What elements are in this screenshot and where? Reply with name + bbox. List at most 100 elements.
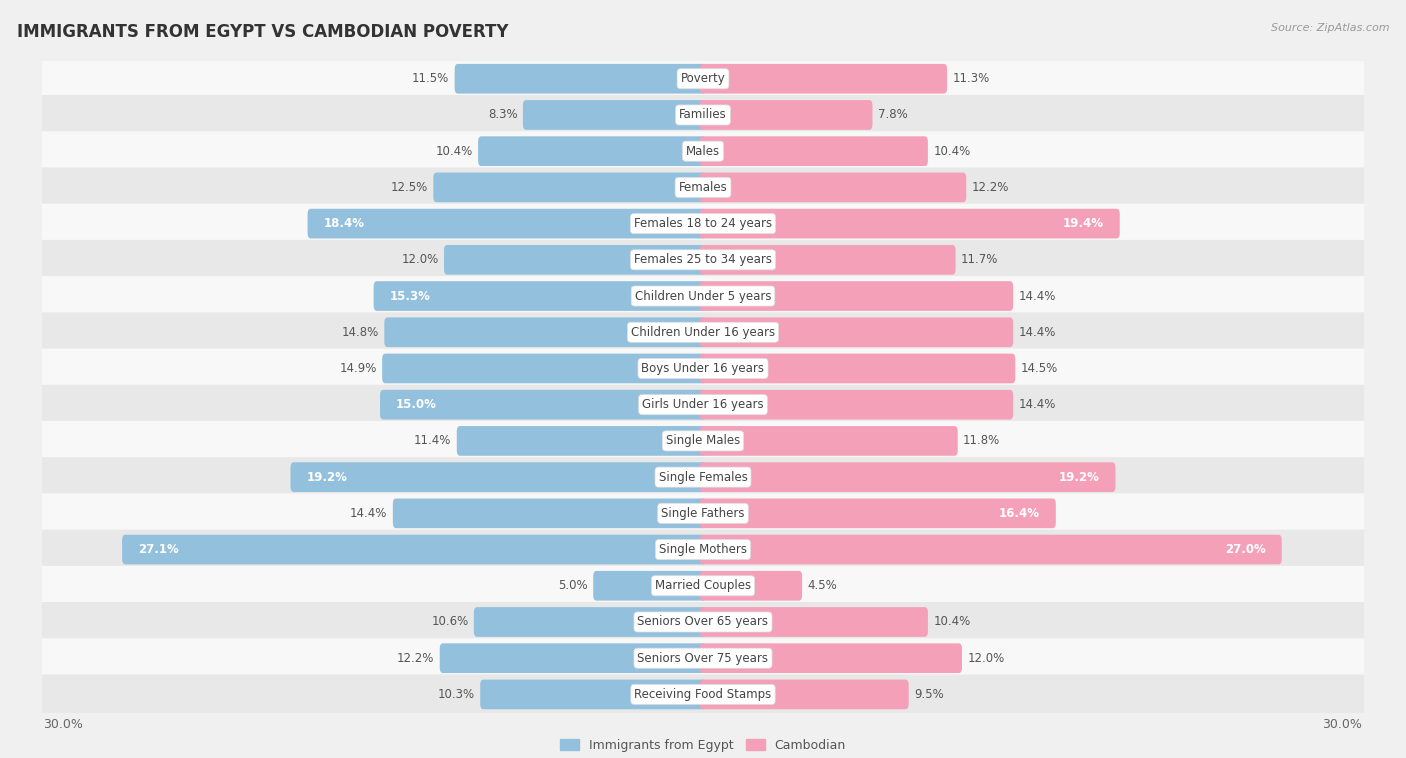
FancyBboxPatch shape xyxy=(384,318,706,347)
FancyBboxPatch shape xyxy=(700,100,873,130)
Text: Single Males: Single Males xyxy=(666,434,740,447)
FancyBboxPatch shape xyxy=(31,312,1375,352)
Text: Families: Families xyxy=(679,108,727,121)
Text: 12.0%: 12.0% xyxy=(402,253,439,266)
FancyBboxPatch shape xyxy=(593,571,706,600)
FancyBboxPatch shape xyxy=(31,421,1375,461)
FancyBboxPatch shape xyxy=(700,390,1014,419)
FancyBboxPatch shape xyxy=(474,607,706,637)
Text: 12.5%: 12.5% xyxy=(391,181,427,194)
FancyBboxPatch shape xyxy=(31,95,1375,135)
Text: 15.0%: 15.0% xyxy=(396,398,437,411)
FancyBboxPatch shape xyxy=(440,644,706,673)
Text: 14.4%: 14.4% xyxy=(1018,290,1056,302)
FancyBboxPatch shape xyxy=(457,426,706,456)
Text: 12.0%: 12.0% xyxy=(967,652,1004,665)
FancyBboxPatch shape xyxy=(700,571,801,600)
Text: 10.4%: 10.4% xyxy=(934,145,970,158)
Text: 16.4%: 16.4% xyxy=(998,507,1040,520)
FancyBboxPatch shape xyxy=(700,64,948,93)
FancyBboxPatch shape xyxy=(31,131,1375,171)
FancyBboxPatch shape xyxy=(31,240,1375,280)
FancyBboxPatch shape xyxy=(700,245,956,274)
Text: Seniors Over 65 years: Seniors Over 65 years xyxy=(637,615,769,628)
FancyBboxPatch shape xyxy=(31,602,1375,642)
FancyBboxPatch shape xyxy=(700,426,957,456)
Text: 10.4%: 10.4% xyxy=(934,615,970,628)
FancyBboxPatch shape xyxy=(374,281,706,311)
FancyBboxPatch shape xyxy=(700,318,1014,347)
FancyBboxPatch shape xyxy=(31,204,1375,243)
FancyBboxPatch shape xyxy=(700,680,908,709)
Text: Single Females: Single Females xyxy=(658,471,748,484)
FancyBboxPatch shape xyxy=(31,168,1375,207)
FancyBboxPatch shape xyxy=(31,276,1375,316)
Text: 18.4%: 18.4% xyxy=(323,217,364,230)
Text: Poverty: Poverty xyxy=(681,72,725,85)
Text: Married Couples: Married Couples xyxy=(655,579,751,592)
FancyBboxPatch shape xyxy=(433,173,706,202)
FancyBboxPatch shape xyxy=(31,385,1375,424)
FancyBboxPatch shape xyxy=(700,534,1282,565)
FancyBboxPatch shape xyxy=(31,675,1375,714)
Text: 14.9%: 14.9% xyxy=(339,362,377,375)
Text: 27.1%: 27.1% xyxy=(138,543,179,556)
FancyBboxPatch shape xyxy=(700,173,966,202)
FancyBboxPatch shape xyxy=(700,354,1015,384)
FancyBboxPatch shape xyxy=(291,462,706,492)
FancyBboxPatch shape xyxy=(31,349,1375,388)
Text: Males: Males xyxy=(686,145,720,158)
FancyBboxPatch shape xyxy=(31,565,1375,606)
Text: 12.2%: 12.2% xyxy=(396,652,434,665)
FancyBboxPatch shape xyxy=(700,208,1119,239)
Text: 11.8%: 11.8% xyxy=(963,434,1000,447)
Text: 27.0%: 27.0% xyxy=(1225,543,1265,556)
Text: Children Under 16 years: Children Under 16 years xyxy=(631,326,775,339)
FancyBboxPatch shape xyxy=(454,64,706,93)
Text: 10.4%: 10.4% xyxy=(436,145,472,158)
Text: Children Under 5 years: Children Under 5 years xyxy=(634,290,772,302)
FancyBboxPatch shape xyxy=(523,100,706,130)
Text: 14.4%: 14.4% xyxy=(1018,398,1056,411)
FancyBboxPatch shape xyxy=(31,457,1375,497)
Text: 14.5%: 14.5% xyxy=(1021,362,1057,375)
Text: 12.2%: 12.2% xyxy=(972,181,1010,194)
FancyBboxPatch shape xyxy=(700,607,928,637)
FancyBboxPatch shape xyxy=(380,390,706,419)
Text: 7.8%: 7.8% xyxy=(877,108,907,121)
FancyBboxPatch shape xyxy=(700,644,962,673)
Text: Seniors Over 75 years: Seniors Over 75 years xyxy=(637,652,769,665)
Text: 19.2%: 19.2% xyxy=(1059,471,1099,484)
Text: Girls Under 16 years: Girls Under 16 years xyxy=(643,398,763,411)
FancyBboxPatch shape xyxy=(382,354,706,384)
Text: Single Mothers: Single Mothers xyxy=(659,543,747,556)
FancyBboxPatch shape xyxy=(444,245,706,274)
Text: 14.4%: 14.4% xyxy=(350,507,388,520)
Text: 10.6%: 10.6% xyxy=(432,615,468,628)
Text: 11.3%: 11.3% xyxy=(952,72,990,85)
Text: 4.5%: 4.5% xyxy=(807,579,837,592)
FancyBboxPatch shape xyxy=(700,499,1056,528)
Text: 10.3%: 10.3% xyxy=(437,688,475,701)
Text: 14.8%: 14.8% xyxy=(342,326,380,339)
FancyBboxPatch shape xyxy=(31,493,1375,534)
Text: 11.5%: 11.5% xyxy=(412,72,450,85)
Text: Females 18 to 24 years: Females 18 to 24 years xyxy=(634,217,772,230)
FancyBboxPatch shape xyxy=(700,462,1115,492)
Text: Receiving Food Stamps: Receiving Food Stamps xyxy=(634,688,772,701)
FancyBboxPatch shape xyxy=(31,530,1375,569)
Text: IMMIGRANTS FROM EGYPT VS CAMBODIAN POVERTY: IMMIGRANTS FROM EGYPT VS CAMBODIAN POVER… xyxy=(17,23,509,41)
Text: 15.3%: 15.3% xyxy=(389,290,430,302)
Text: Source: ZipAtlas.com: Source: ZipAtlas.com xyxy=(1271,23,1389,33)
Legend: Immigrants from Egypt, Cambodian: Immigrants from Egypt, Cambodian xyxy=(560,739,846,752)
Text: 5.0%: 5.0% xyxy=(558,579,588,592)
Text: Females 25 to 34 years: Females 25 to 34 years xyxy=(634,253,772,266)
FancyBboxPatch shape xyxy=(700,281,1014,311)
FancyBboxPatch shape xyxy=(31,59,1375,99)
FancyBboxPatch shape xyxy=(308,208,706,239)
Text: 11.7%: 11.7% xyxy=(960,253,998,266)
FancyBboxPatch shape xyxy=(478,136,706,166)
Text: 8.3%: 8.3% xyxy=(488,108,517,121)
Text: 11.4%: 11.4% xyxy=(415,434,451,447)
Text: 9.5%: 9.5% xyxy=(914,688,943,701)
